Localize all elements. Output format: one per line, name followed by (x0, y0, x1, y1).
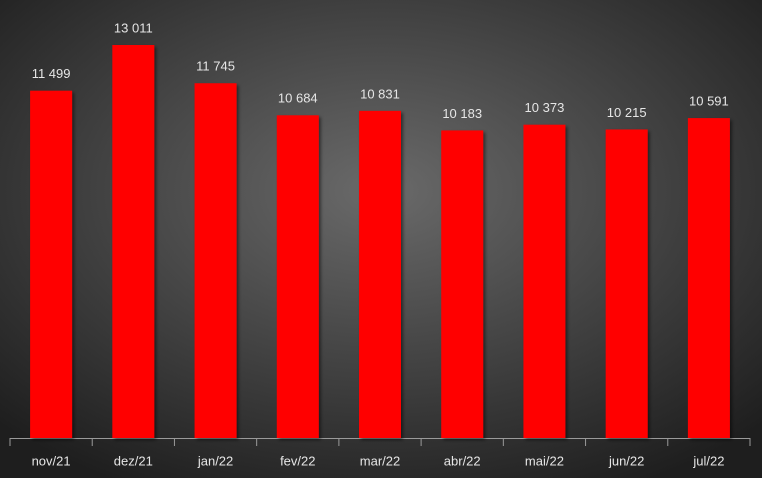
value-label: 10 831 (360, 86, 400, 101)
bar (194, 83, 237, 438)
value-label: 10 183 (442, 106, 482, 121)
value-label: 13 011 (114, 20, 153, 35)
x-tick-label: fev/22 (280, 453, 315, 468)
bar (359, 110, 401, 439)
x-tick-label: dez/21 (114, 453, 153, 468)
x-tick-label: jun/22 (608, 453, 644, 468)
x-tick-label: abr/22 (444, 453, 481, 468)
value-label: 10 684 (278, 91, 318, 106)
bar (523, 124, 566, 439)
x-tick-label: nov/21 (32, 453, 71, 468)
bar (605, 129, 648, 438)
value-label: 11 499 (32, 66, 71, 81)
x-tick-label: mai/22 (525, 453, 564, 468)
value-label: 10 215 (607, 105, 647, 120)
bar (441, 130, 484, 438)
bar (112, 45, 155, 438)
x-tick-label: mar/22 (360, 453, 400, 468)
x-tick-label: jul/22 (692, 453, 724, 468)
bar (30, 90, 73, 438)
value-label: 10 591 (689, 94, 729, 109)
value-label: 11 745 (196, 59, 235, 74)
x-tick-label: jan/22 (197, 453, 233, 468)
value-label: 10 373 (525, 100, 565, 115)
bar (276, 115, 319, 438)
bar (687, 118, 730, 438)
